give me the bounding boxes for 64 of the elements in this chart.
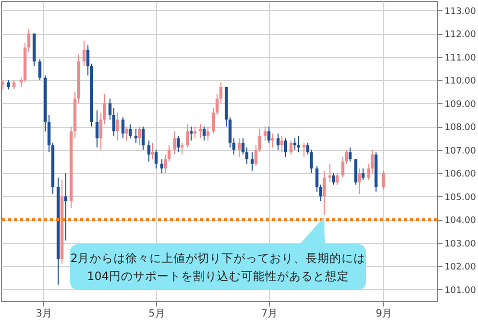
candlestick (160, 158, 164, 174)
y-tick-label: 109.00 (444, 100, 476, 110)
candlestick (238, 138, 241, 158)
candlestick (367, 163, 370, 181)
candlestick (82, 40, 86, 67)
candlestick (154, 149, 158, 169)
candlestick (173, 130, 176, 155)
candlestick (186, 124, 190, 148)
candlestick (64, 172, 68, 242)
candlestick (116, 112, 119, 142)
candlestick (296, 135, 300, 153)
annotation: 2月からは徐々に上値が切り下がっており、長期的には 104円のサポートを割り込む可能性があると想定 (70, 250, 366, 285)
candlestick (370, 149, 374, 174)
y-tick-label: 105.00 (444, 192, 476, 203)
candlestick (206, 126, 210, 142)
x-tick-label: 9月 (376, 308, 392, 320)
candlestick (121, 116, 124, 139)
candlestick (147, 140, 150, 162)
candlestick (193, 126, 196, 139)
candlestick (96, 110, 99, 148)
candlestick (267, 126, 270, 144)
candlestick (332, 172, 336, 186)
candlestick (306, 142, 310, 155)
y-tick-label: 110.00 (444, 76, 476, 87)
candlestick (219, 82, 222, 104)
candlestick (336, 172, 339, 186)
candlestick (322, 170, 326, 216)
y-tick-label: 106.00 (444, 170, 476, 180)
y-tick-label: 111.00 (444, 53, 476, 64)
y-tick-label: 104.00 (444, 216, 476, 226)
candlestick (354, 158, 358, 186)
y-tick-label: 112.00 (444, 30, 476, 40)
y-tick-label: 113.00 (444, 6, 476, 17)
candlestick (290, 140, 293, 155)
y-tick-label: 101.00 (444, 286, 476, 296)
y-tick-label: 102.00 (444, 262, 476, 273)
candlestick (284, 138, 288, 158)
candlestick (382, 170, 385, 190)
candlestick (310, 149, 313, 174)
candlestick (202, 126, 206, 142)
candlestick (138, 126, 142, 146)
candlestick (128, 124, 132, 139)
candlestick (348, 147, 352, 162)
y-tick-label: 108.00 (444, 123, 476, 134)
candlestick (264, 126, 267, 142)
candlestick (271, 133, 274, 148)
candlestick (176, 135, 180, 153)
candlestick (125, 126, 128, 142)
candlestick (142, 126, 145, 150)
y-tick-label: 107.00 (444, 146, 476, 156)
candlestick (276, 133, 280, 150)
candlestick (250, 152, 254, 172)
x-tick-label: 7月 (261, 308, 278, 320)
candlestick (302, 142, 306, 158)
x-tick-label: 5月 (148, 308, 165, 320)
candlestick (358, 168, 361, 195)
candlestick (232, 138, 236, 155)
candlestick (362, 168, 365, 181)
candlestick (280, 135, 284, 153)
candlestick (150, 142, 154, 160)
x-tick-label: 3月 (36, 308, 52, 320)
y-tick-label: 103.00 (444, 239, 476, 250)
candlestick (190, 126, 193, 142)
candlestick (180, 142, 184, 155)
